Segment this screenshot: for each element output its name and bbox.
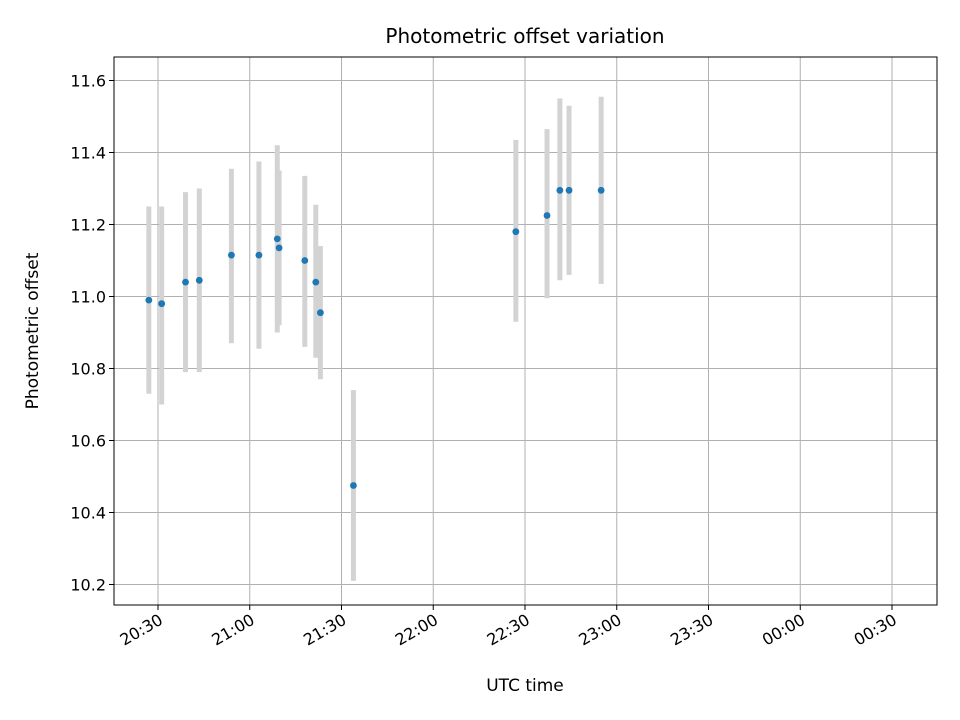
data-points — [145, 186, 605, 489]
y-tick-label: 11.2 — [70, 216, 106, 235]
y-tick-label: 11.4 — [70, 144, 106, 163]
data-point — [312, 278, 320, 286]
data-point — [255, 251, 263, 259]
chart-title: Photometric offset variation — [385, 24, 664, 48]
data-point — [195, 276, 203, 284]
data-point — [273, 235, 281, 243]
data-point — [145, 296, 153, 304]
y-tick-label: 11.0 — [70, 288, 106, 307]
y-axis-label: Photometric offset — [23, 252, 43, 409]
data-point — [556, 186, 564, 194]
data-point — [316, 309, 324, 317]
data-point — [543, 212, 551, 219]
y-axis-ticks: 10.2 10.4 10.6 10.8 11.0 11.2 11.4 11.6 — [70, 72, 114, 595]
data-point — [565, 186, 573, 194]
grid-lines — [114, 57, 937, 605]
data-point — [158, 300, 166, 308]
y-tick-label: 10.2 — [70, 576, 106, 595]
y-tick-label: 10.4 — [70, 504, 106, 523]
data-point — [275, 244, 283, 252]
y-tick-label: 11.6 — [70, 72, 106, 91]
data-point — [301, 257, 309, 264]
data-point — [597, 186, 605, 194]
data-point — [350, 482, 357, 489]
x-axis-label: UTC time — [486, 676, 564, 696]
data-point — [182, 278, 189, 286]
data-point — [228, 251, 235, 259]
data-point — [512, 228, 520, 236]
y-tick-label: 10.6 — [70, 432, 106, 451]
y-tick-label: 10.8 — [70, 360, 106, 379]
